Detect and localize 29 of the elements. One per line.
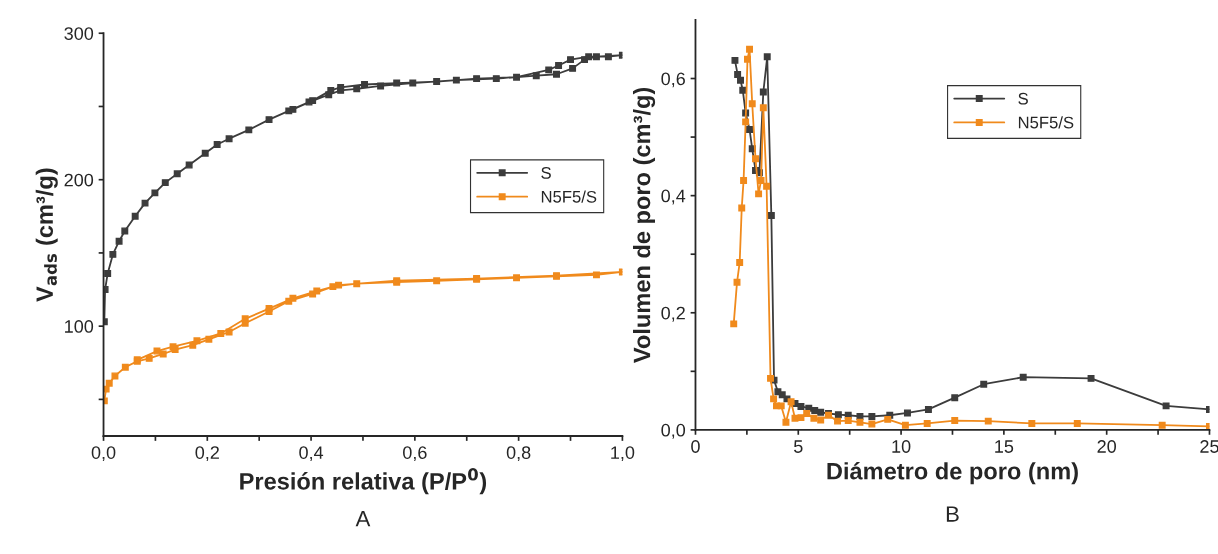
- legend-label: S: [1018, 92, 1028, 105]
- legend-label: N5F5/S: [541, 190, 597, 203]
- y-tick-label: 300: [64, 27, 94, 40]
- y-axis-title: Volumen de poro (cm³/g): [632, 87, 656, 363]
- x-axis-title: Presión relativa (P/P$^{0}$): [240, 468, 487, 495]
- x-tick-label: 25: [1200, 440, 1218, 453]
- x-tick-label: 0,4: [299, 446, 324, 462]
- x-tick-label: 1,0: [611, 446, 635, 462]
- text: B: [946, 506, 959, 522]
- legend-label: N5F5/S: [1018, 116, 1074, 129]
- x-tick-label: 0,8: [506, 446, 531, 462]
- x-tick-label: 10: [892, 440, 911, 453]
- y-tick-label: 0,4: [661, 189, 686, 205]
- y-tick-label: 0,0: [661, 423, 686, 439]
- x-tick-label: 0,0: [91, 446, 116, 462]
- legend-label: S: [541, 167, 551, 179]
- text: A: [355, 511, 371, 527]
- x-tick-label: 20: [1097, 440, 1117, 453]
- y-tick-label: 100: [65, 320, 94, 333]
- y-axis-title: V$_{ads}$ (cm³/g): [35, 168, 58, 302]
- x-tick-label: 15: [995, 440, 1014, 453]
- y-tick-label: 0,6: [661, 72, 685, 88]
- y-tick-label: 0,2: [661, 306, 685, 322]
- x-axis-title: Diámetro de poro (nm): [827, 462, 1078, 485]
- x-tick-label: 5: [793, 440, 803, 453]
- x-tick-label: 0: [691, 440, 700, 453]
- x-tick-label: 0,6: [403, 446, 427, 462]
- y-tick-label: 200: [64, 173, 94, 187]
- x-tick-label: 0,2: [195, 446, 219, 462]
